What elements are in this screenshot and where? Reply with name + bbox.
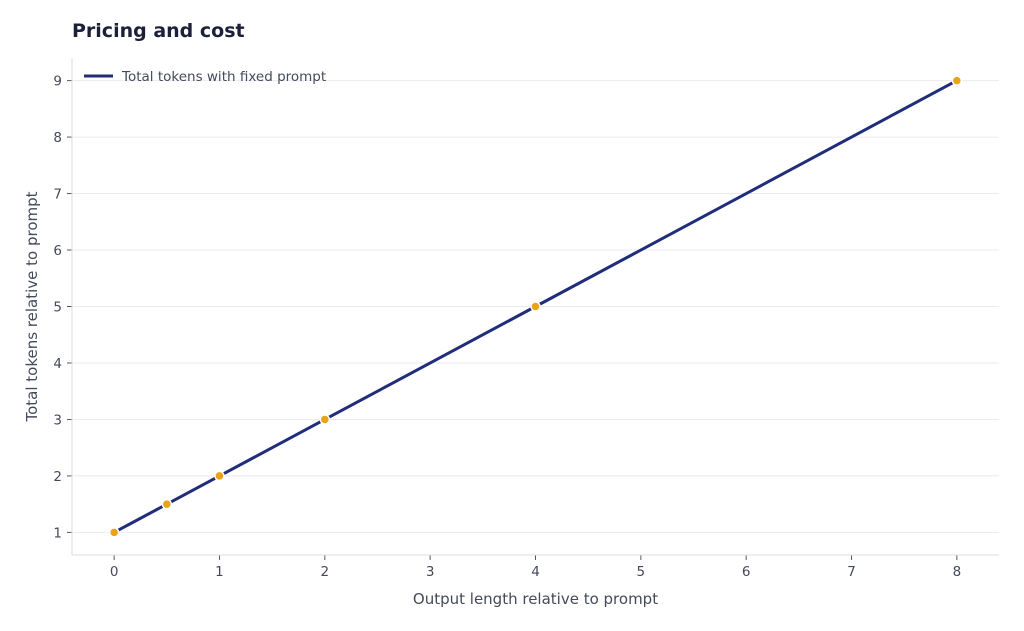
x-tick-label: 8 xyxy=(953,564,962,580)
y-tick-label: 9 xyxy=(53,74,62,90)
y-tick-label: 5 xyxy=(53,300,62,316)
x-tick-label: 7 xyxy=(847,564,856,580)
y-tick-label: 1 xyxy=(53,525,62,541)
y-tick-label: 8 xyxy=(53,130,62,146)
y-tick-label: 6 xyxy=(53,243,62,259)
data-point xyxy=(214,470,225,482)
data-point xyxy=(108,527,120,538)
data-point xyxy=(319,414,331,425)
tick-labels: 1 2 3 4 5 6 7 8 9 0 1 2 3 4 5 6 7 8 xyxy=(53,74,961,580)
series-layer xyxy=(108,75,963,538)
x-tick-label: 5 xyxy=(637,564,646,580)
chart-title: Pricing and cost xyxy=(72,20,245,42)
y-tick-label: 4 xyxy=(53,356,62,372)
data-point xyxy=(161,498,173,510)
x-tick-label: 1 xyxy=(215,564,224,580)
legend-label: Total tokens with fixed prompt xyxy=(121,69,326,85)
x-tick-label: 4 xyxy=(531,564,540,580)
y-axis-label: Total tokens relative to prompt xyxy=(23,191,41,422)
x-axis-label: Output length relative to prompt xyxy=(413,590,658,608)
axes xyxy=(67,58,999,560)
legend: Total tokens with fixed prompt xyxy=(84,69,326,85)
x-tick-label: 2 xyxy=(321,564,330,580)
y-tick-label: 2 xyxy=(53,469,62,485)
x-tick-label: 3 xyxy=(426,564,435,580)
data-point xyxy=(951,75,963,86)
y-tick-label: 3 xyxy=(53,412,62,428)
y-tick-label: 7 xyxy=(53,187,62,203)
series-line xyxy=(112,79,959,534)
x-tick-label: 0 xyxy=(110,564,119,580)
x-tick-label: 6 xyxy=(742,564,751,580)
data-point xyxy=(530,301,541,312)
